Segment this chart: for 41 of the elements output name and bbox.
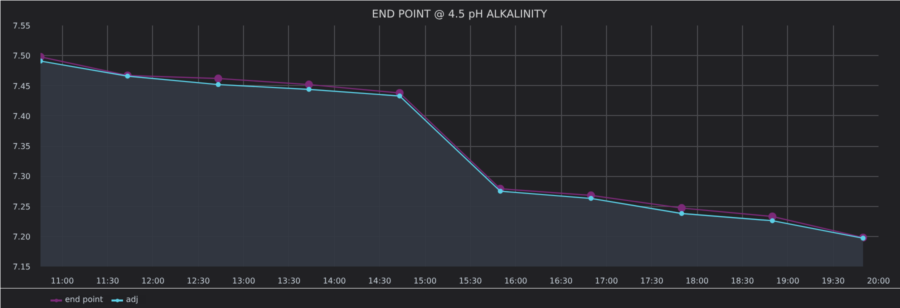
point [679, 210, 684, 216]
x-tick-label: 19:30 [822, 276, 845, 286]
x-tick-label: 17:30 [640, 276, 664, 286]
x-tick-label: 12:00 [141, 276, 164, 286]
x-tick-label: 15:30 [458, 276, 482, 286]
x-tick-label: 15:00 [414, 276, 437, 286]
y-tick-label: 7.35 [12, 142, 30, 151]
x-tick-label: 13:30 [277, 276, 301, 286]
y-tick-label: 7.30 [12, 172, 30, 182]
y-tick-label: 7.50 [12, 52, 30, 61]
x-tick-label: 17:00 [594, 276, 618, 286]
point [306, 86, 312, 92]
x-tick-label: 11:30 [96, 276, 120, 286]
x-tick-label: 16:00 [504, 276, 528, 286]
point [397, 93, 402, 98]
y-tick-label: 7.40 [12, 112, 30, 121]
legend-label: end point [65, 295, 104, 304]
y-tick-label: 7.15 [12, 262, 30, 272]
x-tick-label: 14:30 [368, 276, 392, 286]
point [216, 82, 221, 88]
y-tick-label: 7.45 [12, 82, 30, 91]
x-tick-label: 12:30 [186, 276, 210, 286]
point [770, 218, 775, 224]
point [588, 196, 594, 201]
y-tick-label: 7.20 [12, 232, 30, 242]
x-tick-label: 16:30 [550, 276, 573, 286]
x-tick-label: 11:00 [50, 276, 74, 286]
x-tick-label: 18:30 [730, 276, 754, 286]
x-tick-label: 20:00 [866, 276, 890, 286]
point [214, 74, 222, 83]
point [304, 80, 313, 89]
legend-label: adj [126, 295, 140, 304]
x-tick-label: 14:00 [322, 276, 346, 286]
y-tick-label: 7.25 [12, 202, 30, 212]
y-tick-label: 7.55 [12, 22, 30, 30]
x-tick-label: 18:00 [686, 276, 709, 286]
x-tick-label: 19:00 [776, 276, 800, 286]
point [498, 188, 503, 194]
chart-title: END POINT @ 4.5 pH ALKALINITY [372, 8, 548, 20]
x-tick-label: 13:00 [232, 276, 256, 286]
point [678, 204, 686, 212]
